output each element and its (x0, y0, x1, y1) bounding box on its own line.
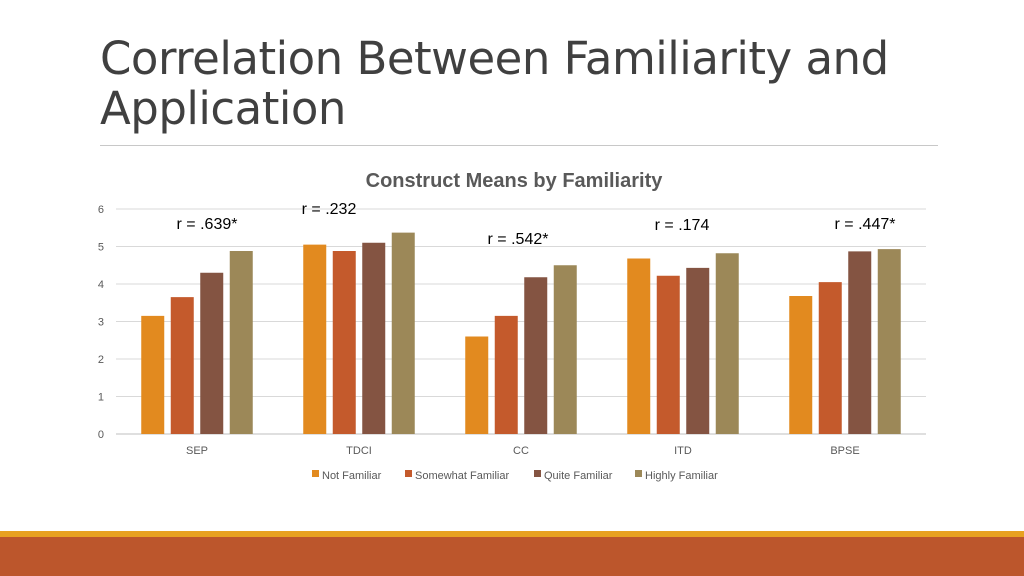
chart-title: Construct Means by Familiarity (366, 170, 664, 192)
bar-bpse-somewhat-familiar (818, 282, 842, 434)
bar-tdci-not-familiar (303, 244, 327, 434)
bar-cc-not-familiar (465, 336, 489, 434)
legend-label: Quite Familiar (544, 470, 613, 482)
bar-sep-somewhat-familiar (170, 297, 194, 434)
correlation-label: r = .232 (302, 201, 357, 218)
x-tick-label: SEP (186, 445, 208, 457)
bar-bpse-not-familiar (789, 296, 813, 434)
correlation-label: r = .447* (835, 216, 896, 233)
legend: Not Familiar Somewhat Familiar Quite Famil… (312, 470, 718, 482)
bar-sep-not-familiar (141, 315, 165, 434)
bar-cc-somewhat-familiar (494, 315, 518, 434)
x-tick-label: ITD (674, 445, 692, 457)
bar-tdci-somewhat-familiar (332, 251, 356, 434)
bar-itd-quite-familiar (686, 267, 710, 434)
correlation-label: r = .639* (177, 216, 238, 233)
bar-itd-highly-familiar (715, 253, 739, 434)
x-tick-label: TDCI (346, 445, 372, 457)
legend-label: Highly Familiar (645, 470, 718, 482)
y-tick-label: 4 (98, 279, 104, 291)
y-axis-ticks: 0 1 2 3 4 5 6 (98, 204, 104, 441)
correlation-label: r = .542* (488, 231, 549, 248)
bar-bpse-highly-familiar (877, 249, 901, 434)
bar-cc-highly-familiar (553, 265, 577, 434)
slide-title: Correlation Between Familiarity and Appl… (100, 32, 889, 135)
bar-tdci-quite-familiar (362, 242, 386, 434)
legend-swatch (534, 470, 541, 477)
bars (141, 232, 901, 434)
title-divider (100, 145, 938, 146)
y-tick-label: 1 (98, 392, 104, 404)
legend-swatch (405, 470, 412, 477)
y-tick-label: 2 (98, 354, 104, 366)
bar-chart: Construct Means by Familiarity 0 1 2 3 4 5 6 S… (98, 170, 926, 482)
y-tick-label: 0 (98, 429, 104, 441)
legend-label: Somewhat Familiar (415, 470, 509, 482)
bar-sep-quite-familiar (200, 272, 224, 434)
bar-cc-quite-familiar (524, 277, 548, 434)
bar-itd-somewhat-familiar (656, 275, 680, 434)
footer-bar (0, 537, 1024, 576)
annotations: r = .639* r = .232 r = .542* r = .174 r = .4… (177, 201, 896, 248)
legend-swatch (635, 470, 642, 477)
legend-label: Not Familiar (322, 470, 382, 482)
bar-itd-not-familiar (627, 258, 651, 434)
bar-sep-highly-familiar (229, 251, 253, 434)
x-axis-ticks: SEP TDCI CC ITD BPSE (186, 445, 860, 457)
y-tick-label: 6 (98, 204, 104, 216)
footer-accent-line (0, 531, 1024, 537)
y-tick-label: 5 (98, 242, 104, 254)
y-tick-label: 3 (98, 317, 104, 329)
bar-bpse-quite-familiar (848, 251, 872, 434)
bar-tdci-highly-familiar (391, 232, 415, 434)
x-tick-label: CC (513, 445, 529, 457)
correlation-label: r = .174 (655, 217, 710, 234)
x-tick-label: BPSE (830, 445, 859, 457)
legend-swatch (312, 470, 319, 477)
